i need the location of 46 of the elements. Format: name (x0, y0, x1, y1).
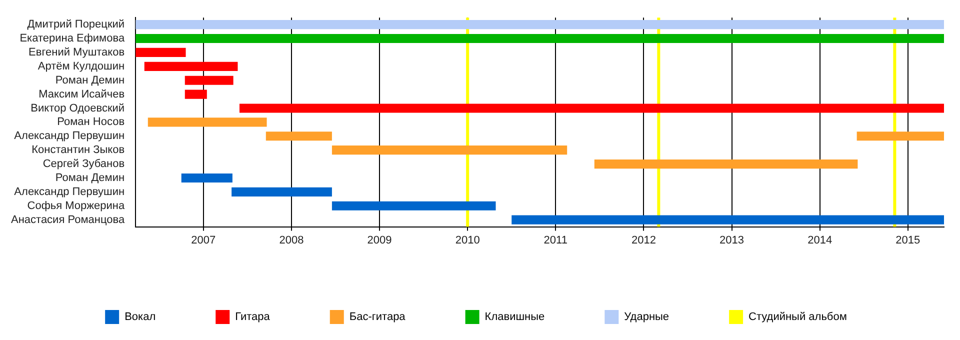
bar (594, 160, 858, 169)
bar (332, 201, 496, 210)
y-tick-label: Дмитрий Порецкий (27, 18, 125, 31)
y-tick-label: Роман Демин (55, 74, 125, 86)
x-tick-label: 2012 (631, 234, 656, 246)
y-tick-label: Роман Носов (57, 116, 125, 128)
bar (181, 173, 232, 183)
legend-label: Ударные (624, 311, 670, 324)
y-tick-label: Евгений Муштаков (28, 46, 125, 58)
y-tick-label: Виктор Одоевский (30, 102, 125, 114)
x-tick-label: 2007 (191, 234, 216, 246)
bar (136, 34, 944, 44)
bar (856, 132, 944, 141)
x-tick-label: 2010 (455, 234, 480, 246)
bar (184, 90, 207, 99)
y-tick-label: Артём Кулдошин (38, 60, 125, 72)
legend-label: Студийный альбом (748, 311, 847, 324)
bar (148, 118, 267, 127)
y-tick-label: Роман Демин (55, 172, 125, 184)
bar (332, 146, 568, 155)
bar (136, 20, 944, 30)
y-tick-label: Анастасия Романцова (11, 214, 126, 226)
x-tick-label: 2011 (544, 234, 568, 246)
y-tick-label: Константин Зыков (32, 144, 125, 156)
x-tick-label: 2009 (367, 234, 392, 246)
y-tick-label: Максим Исайчев (38, 88, 125, 100)
bar (136, 48, 186, 57)
bar (232, 187, 332, 196)
legend-label: Бас-гитара (349, 311, 406, 324)
bar (512, 215, 944, 224)
bar (239, 104, 944, 113)
bar (144, 62, 238, 71)
y-tick-label: Александр Первушин (14, 130, 125, 142)
x-tick-label: 2008 (279, 234, 304, 246)
y-tick-label: Екатерина Ефимова (20, 32, 126, 45)
y-tick-label: Софья Моржерина (27, 200, 126, 212)
legend-label: Гитара (235, 311, 271, 324)
x-tick-label: 2014 (808, 234, 832, 246)
x-tick-label: 2013 (720, 234, 744, 246)
y-tick-label: Сергей Зубанов (42, 158, 125, 170)
legend-label: Клавишные (484, 311, 545, 324)
bar (184, 76, 234, 85)
legend-label: Вокал (124, 311, 156, 324)
y-tick-label: Александр Первушин (14, 186, 125, 198)
x-tick-label: 2015 (896, 234, 920, 246)
bar (266, 132, 332, 141)
